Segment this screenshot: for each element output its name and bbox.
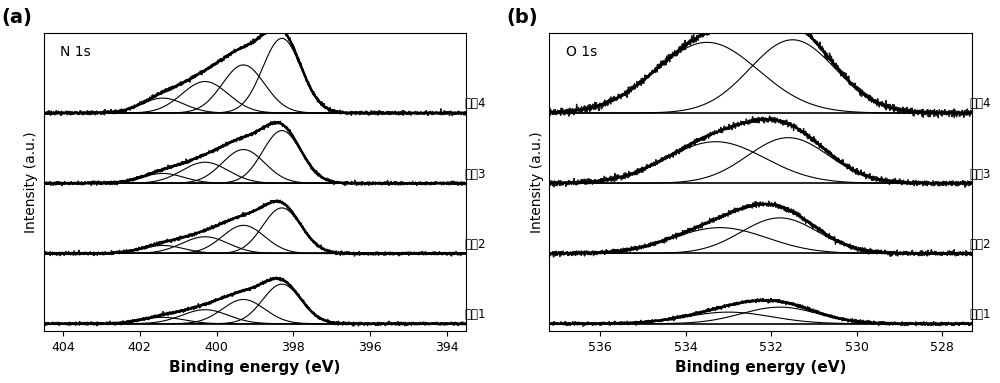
Text: N 1s: N 1s	[60, 45, 91, 59]
Text: 材枙4: 材枙4	[464, 98, 486, 110]
Text: 材枙2: 材枙2	[970, 238, 991, 251]
Text: 材枙3: 材枙3	[464, 168, 486, 181]
X-axis label: Binding energy (eV): Binding energy (eV)	[169, 360, 341, 375]
Text: (a): (a)	[1, 8, 32, 27]
X-axis label: Binding energy (eV): Binding energy (eV)	[675, 360, 846, 375]
Text: O 1s: O 1s	[566, 45, 597, 59]
Text: 材枙1: 材枙1	[970, 308, 991, 321]
Y-axis label: Intensity (a.u.): Intensity (a.u.)	[24, 131, 38, 233]
Text: (b): (b)	[507, 8, 538, 27]
Text: 材枙2: 材枙2	[464, 238, 486, 251]
Y-axis label: Intensity (a.u.): Intensity (a.u.)	[530, 131, 544, 233]
Text: 材枙3: 材枙3	[970, 168, 991, 181]
Text: 材枙1: 材枙1	[464, 308, 486, 321]
Text: 材枙4: 材枙4	[970, 98, 991, 110]
